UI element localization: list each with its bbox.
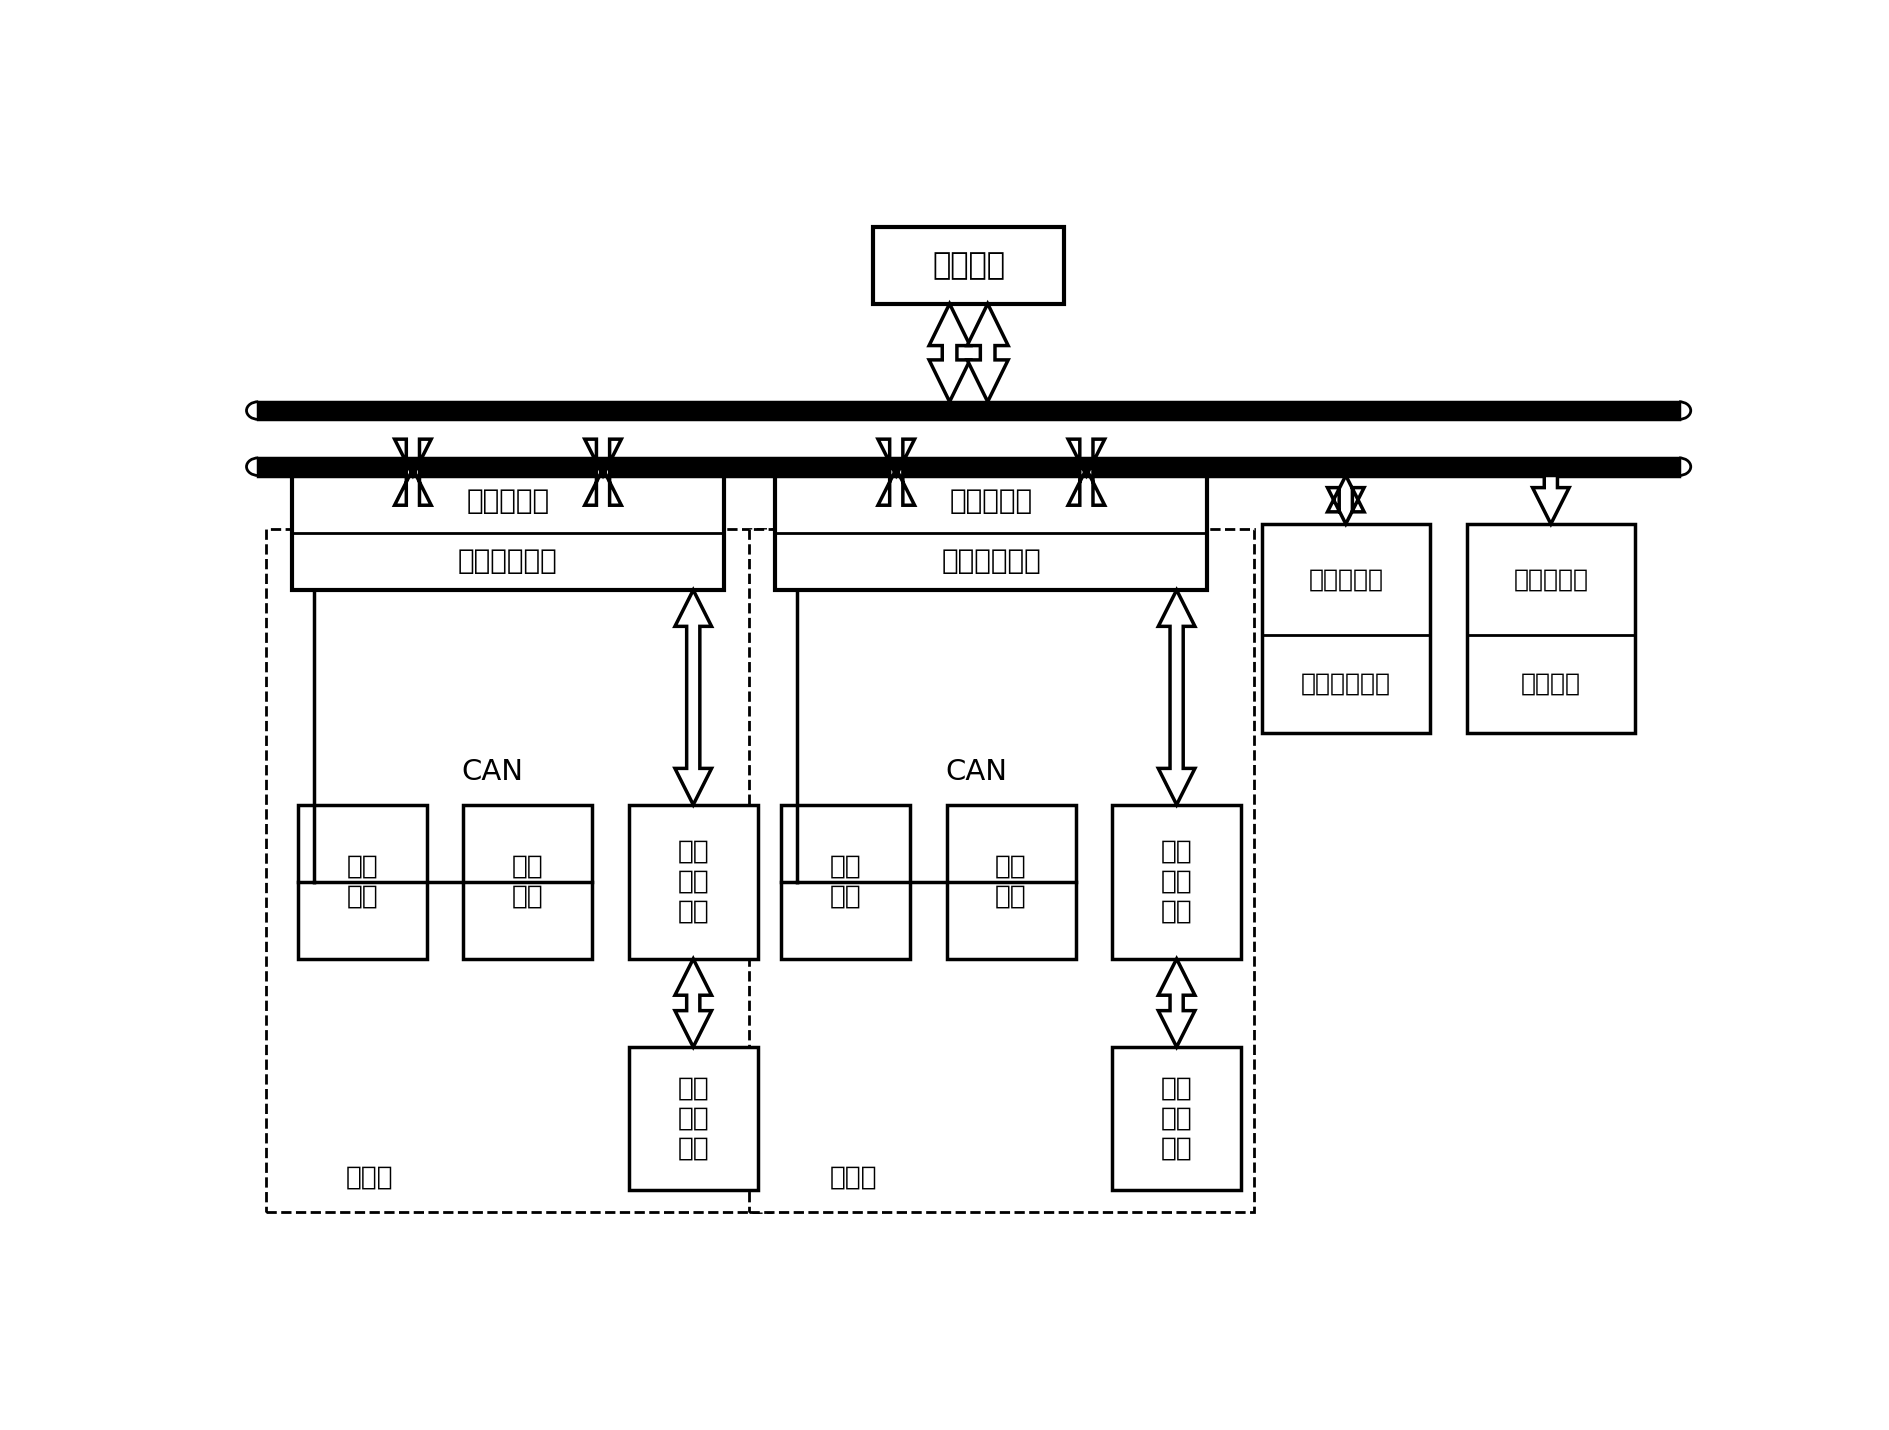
Bar: [873, 226, 1064, 303]
Bar: [298, 805, 427, 960]
Polygon shape: [674, 960, 710, 1047]
Text: 通信管理机: 通信管理机: [467, 486, 550, 515]
Polygon shape: [1158, 960, 1194, 1047]
Text: 配电监控系统: 配电监控系统: [1300, 672, 1390, 696]
Text: 充电
插口: 充电 插口: [996, 854, 1026, 909]
Text: CAN: CAN: [944, 758, 1007, 785]
Text: 充电
计量
系统: 充电 计量 系统: [1160, 839, 1192, 925]
Bar: [774, 469, 1207, 591]
Polygon shape: [967, 303, 1007, 402]
Text: 充电控制系统: 充电控制系统: [941, 548, 1041, 575]
Text: 监控后台: 监控后台: [931, 250, 1005, 280]
Bar: [1111, 805, 1241, 960]
Text: 充电
插口: 充电 插口: [346, 854, 378, 909]
Text: 安防系统: 安防系统: [1521, 672, 1579, 696]
Bar: [463, 805, 591, 960]
Polygon shape: [929, 303, 969, 402]
Polygon shape: [584, 439, 621, 505]
Bar: [629, 805, 757, 960]
Bar: [1111, 1047, 1241, 1190]
Text: 短信
服务
系统: 短信 服务 系统: [676, 1075, 708, 1161]
Polygon shape: [674, 591, 710, 805]
Polygon shape: [1158, 591, 1194, 805]
Polygon shape: [1067, 439, 1103, 505]
Bar: [946, 805, 1075, 960]
Text: 充电控制系统: 充电控制系统: [457, 548, 557, 575]
Bar: [748, 529, 1254, 1213]
Text: 充电
插口: 充电 插口: [829, 854, 861, 909]
Text: 通信管理机: 通信管理机: [950, 486, 1033, 515]
Bar: [780, 805, 909, 960]
Text: 通信管理机: 通信管理机: [1513, 568, 1587, 592]
Polygon shape: [1326, 476, 1364, 523]
Text: 充电
计量
系统: 充电 计量 系统: [676, 839, 708, 925]
Bar: [1262, 523, 1430, 734]
Polygon shape: [878, 439, 914, 505]
Bar: [629, 1047, 757, 1190]
Text: 充电
插口: 充电 插口: [512, 854, 544, 909]
Bar: [259, 402, 1677, 419]
Text: CAN: CAN: [461, 758, 523, 785]
Polygon shape: [1532, 476, 1568, 523]
Text: 充电桩: 充电桩: [346, 1164, 393, 1190]
Bar: [1466, 523, 1634, 734]
Text: 通信管理机: 通信管理机: [1307, 568, 1383, 592]
Bar: [291, 469, 723, 591]
Text: 充电桩: 充电桩: [829, 1164, 876, 1190]
Text: 短信
服务
系统: 短信 服务 系统: [1160, 1075, 1192, 1161]
Bar: [264, 529, 771, 1213]
Polygon shape: [395, 439, 431, 505]
Bar: [259, 458, 1677, 476]
